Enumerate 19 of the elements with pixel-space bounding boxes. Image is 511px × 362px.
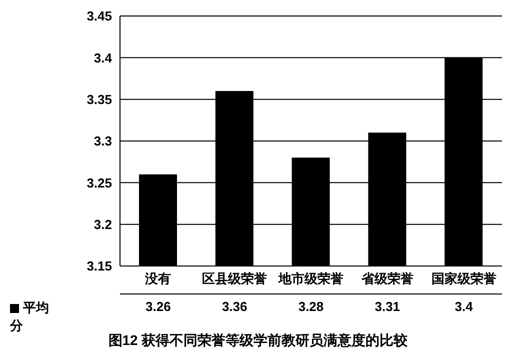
x-tick-label: 地市级荣誉 [278,271,344,286]
y-tick-label: 3.3 [94,134,112,149]
data-label: 3.4 [454,299,474,314]
legend-label: 平均分 [10,300,49,333]
text: 图12 获得不同荣誉等级学前教研员满意度的比较 [107,332,409,350]
y-tick-label: 3.4 [94,50,113,66]
x-tick-label: 区县级荣誉 [202,271,268,286]
y-tick-label: 3.15 [86,258,112,274]
data-label: 3.36 [222,299,248,314]
x-tick-label: 省级荣誉 [360,271,414,286]
y-tick-label: 3.25 [86,175,112,190]
y-tick-label: 3.35 [86,92,112,107]
data-label: 3.28 [298,299,324,314]
data-label: 3.31 [374,299,400,314]
x-tick-label: 国家级荣誉 [431,271,496,286]
data-label: 3.26 [146,299,171,314]
y-tick-label: 3.2 [94,216,112,232]
x-tick-label: 没有 [144,271,172,286]
y-tick-label: 3.45 [86,8,112,24]
